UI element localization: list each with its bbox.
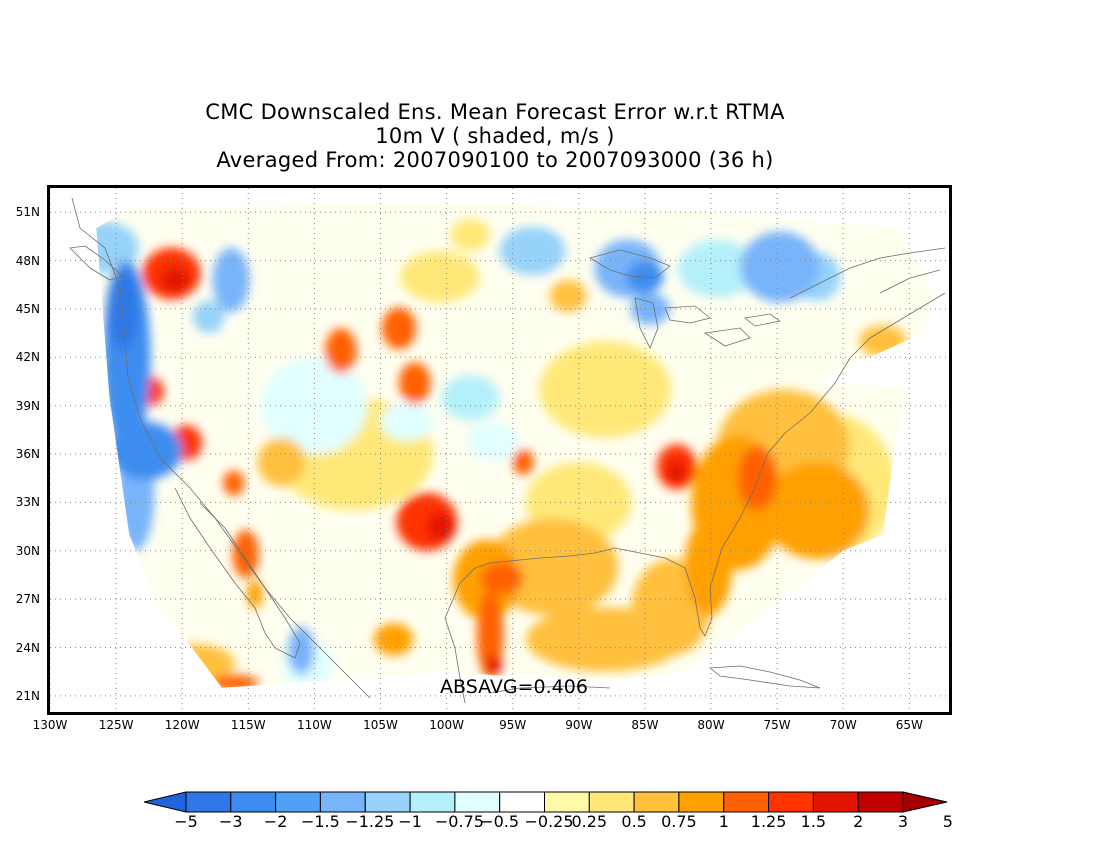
error-blob [380, 402, 434, 442]
error-blob [740, 231, 820, 303]
absavg-annotation: ABSAVG=0.406 [440, 676, 588, 698]
error-blob [232, 529, 259, 579]
colorbar-max-arrow [902, 791, 948, 813]
error-blob [486, 655, 503, 675]
atlantic-coastline [767, 292, 946, 454]
error-blob [549, 279, 587, 313]
colorbar-cell [499, 791, 546, 813]
map-plot [50, 188, 949, 712]
error-blob [684, 518, 733, 616]
colorbar-min-arrow [143, 791, 187, 813]
colorbar-cell [723, 791, 770, 813]
error-blob [737, 446, 778, 511]
colorbar-cell [857, 791, 904, 813]
vancouver-island-coast [69, 245, 123, 281]
colorbar-cell [544, 791, 590, 813]
error-blob [450, 218, 491, 251]
error-blob [261, 357, 368, 455]
colorbar-cell [185, 791, 232, 813]
colorbar-cell [812, 791, 859, 813]
colorbar-cell [454, 791, 501, 813]
error-blob [288, 626, 315, 675]
error-blob [373, 623, 414, 656]
error-blob [399, 362, 431, 405]
shaded-error-field [96, 218, 907, 688]
error-blob [667, 460, 686, 484]
error-blob [212, 247, 250, 313]
pacific-coastline [71, 197, 371, 699]
error-blob [161, 267, 191, 293]
cuba-coast [708, 665, 821, 689]
gulf-coastline [444, 452, 769, 637]
colorbar-cell [409, 791, 456, 813]
error-blob [512, 449, 534, 475]
error-blob [257, 437, 306, 487]
error-blob [441, 375, 500, 421]
error-blob [763, 462, 870, 559]
error-blob [247, 579, 263, 609]
colorbar-cell [319, 791, 366, 813]
colorbar-cell [230, 791, 277, 813]
error-blob [325, 328, 357, 374]
error-blob [381, 307, 417, 350]
error-blob [426, 512, 456, 542]
title-line-3: Averaged From: 2007090100 to 2007093000 … [216, 148, 774, 172]
coastlines [69, 197, 946, 704]
error-blob [539, 341, 672, 438]
colorbar-cell [678, 791, 725, 813]
colorbar-cell [588, 791, 635, 813]
error-blob [96, 221, 139, 274]
error-blob [108, 421, 183, 480]
error-blob [400, 250, 480, 303]
colorbar-cell [275, 791, 321, 813]
title-block: CMC Downscaled Ens. Mean Forecast Error … [0, 100, 990, 172]
error-blob [626, 260, 664, 293]
error-blob [466, 421, 520, 461]
title-line-1: CMC Downscaled Ens. Mean Forecast Error … [205, 100, 785, 124]
error-blob [106, 268, 139, 350]
error-blob [486, 518, 619, 616]
error-blob [499, 226, 566, 276]
colorbar-cell [768, 791, 814, 813]
mexico-gulf-coastline [444, 617, 611, 704]
colorbar-cell [633, 791, 680, 813]
title-line-2: 10m V ( shaded, m/s ) [375, 124, 615, 148]
error-blob [223, 470, 245, 496]
colorbar-cell [364, 791, 411, 813]
error-blob [677, 239, 758, 298]
map-frame [47, 185, 952, 715]
error-blob [480, 562, 524, 595]
great-lakes [588, 249, 781, 349]
st-lawrence-coast [789, 247, 946, 299]
